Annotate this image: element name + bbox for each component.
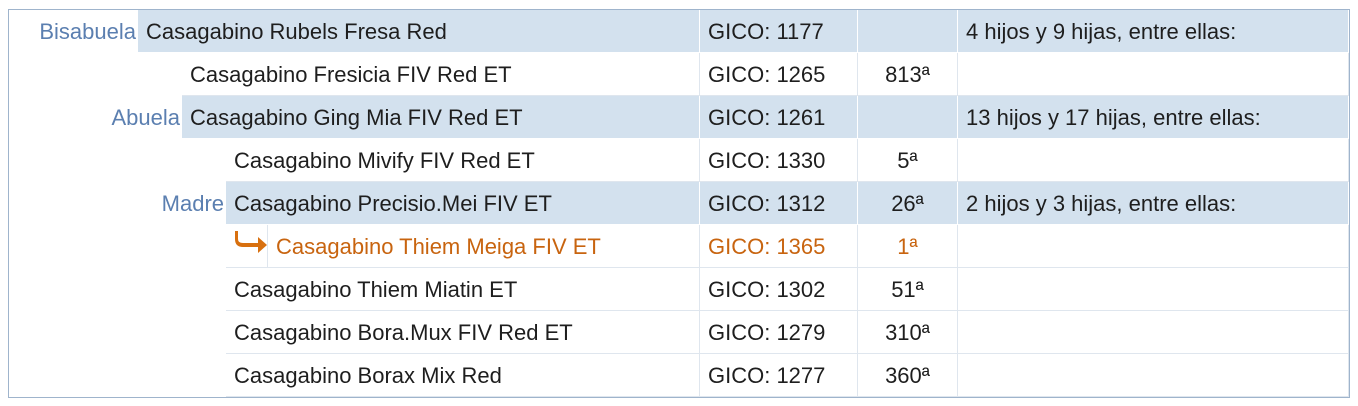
name-cell: Casagabino Thiem Meiga FIV ET (268, 225, 700, 268)
arrow-cell (226, 225, 268, 268)
rank-cell: 813ª (858, 53, 958, 96)
note-cell (958, 225, 1349, 268)
note-cell (958, 53, 1349, 96)
note-cell: 13 hijos y 17 hijas, entre ellas: (958, 96, 1349, 139)
note-cell: 2 hijos y 3 hijas, entre ellas: (958, 182, 1349, 225)
rank-cell: 51ª (858, 268, 958, 311)
name-cell: Casagabino Bora.Mux FIV Red ET (226, 311, 700, 354)
gico-cell: GICO: 1277 (700, 354, 858, 397)
gico-cell: GICO: 1330 (700, 139, 858, 182)
rank-cell (858, 10, 958, 53)
gico-cell: GICO: 1302 (700, 268, 858, 311)
name-cell: Casagabino Borax Mix Red (226, 354, 700, 397)
row-label: Madre (161, 191, 224, 216)
rank-cell: 310ª (858, 311, 958, 354)
note-cell (958, 139, 1349, 182)
name-cell: Casagabino Ging Mia FIV Red ET (182, 96, 700, 139)
note-cell (958, 311, 1349, 354)
note-cell (958, 268, 1349, 311)
gico-cell: GICO: 1177 (700, 10, 858, 53)
rank-cell (858, 96, 958, 139)
rank-cell: 26ª (858, 182, 958, 225)
rank-cell: 1ª (858, 225, 958, 268)
rank-cell: 360ª (858, 354, 958, 397)
name-cell: Casagabino Rubels Fresa Red (138, 10, 700, 53)
name-cell: Casagabino Mivify FIV Red ET (226, 139, 700, 182)
note-cell (958, 354, 1349, 397)
name-cell: Casagabino Fresicia FIV Red ET (182, 53, 700, 96)
name-cell: Casagabino Thiem Miatin ET (226, 268, 700, 311)
name-cell: Casagabino Precisio.Mei FIV ET (226, 182, 700, 225)
gico-cell: GICO: 1261 (700, 96, 858, 139)
note-cell: 4 hijos y 9 hijas, entre ellas: (958, 10, 1349, 53)
arrow-icon (235, 231, 267, 253)
gico-cell: GICO: 1265 (700, 53, 858, 96)
gico-cell: GICO: 1279 (700, 311, 858, 354)
rank-cell: 5ª (858, 139, 958, 182)
row-label: Abuela (111, 105, 180, 130)
gico-cell: GICO: 1312 (700, 182, 858, 225)
table-frame (8, 9, 1350, 398)
gico-cell: GICO: 1365 (700, 225, 858, 268)
row-label: Bisabuela (39, 19, 136, 44)
